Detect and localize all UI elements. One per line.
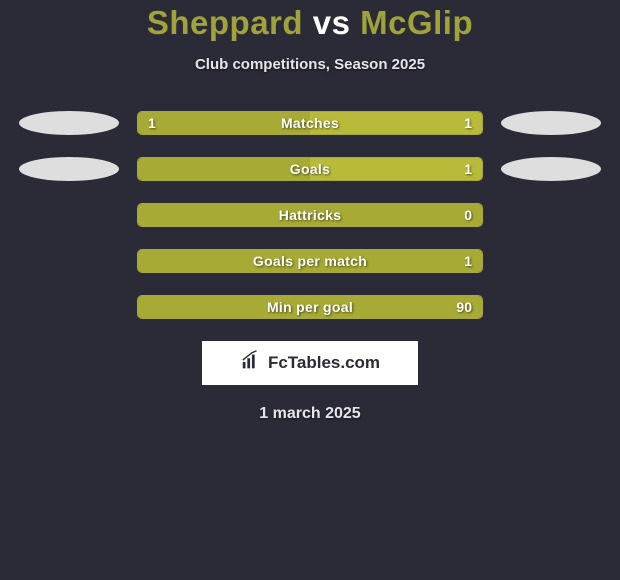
player-b-marker [501,157,601,181]
player-b-name: McGlip [360,4,473,41]
player-a-name: Sheppard [147,4,303,41]
stat-bar-goals_per_match: Goals per match1 [137,249,483,273]
stat-row-hattricks: Hattricks0 [0,203,620,227]
value-right: 1 [464,250,472,272]
stat-row-min_per_goal: Min per goal90 [0,295,620,319]
stat-row-goals: Goals1 [0,157,620,181]
comparison-card: Sheppard vs McGlip Club competitions, Se… [0,0,620,423]
player-a-marker [19,111,119,135]
stat-label: Goals [138,158,482,180]
brand-text: FcTables.com [268,353,380,373]
value-right: 1 [464,158,472,180]
stat-bar-min_per_goal: Min per goal90 [137,295,483,319]
vs-label: vs [313,4,351,41]
player-a-marker [19,157,119,181]
stat-label: Hattricks [138,204,482,226]
bar-chart-icon [240,350,262,377]
stat-bar-hattricks: Hattricks0 [137,203,483,227]
stat-label: Goals per match [138,250,482,272]
stat-label: Min per goal [138,296,482,318]
stat-row-matches: 1Matches1 [0,111,620,135]
stat-label: Matches [138,112,482,134]
stat-bar-goals: Goals1 [137,157,483,181]
value-right: 1 [464,112,472,134]
date-label: 1 march 2025 [259,405,360,423]
subtitle: Club competitions, Season 2025 [195,56,425,73]
stats-rows: 1Matches1Goals1Hattricks0Goals per match… [0,111,620,319]
stat-row-goals_per_match: Goals per match1 [0,249,620,273]
stat-bar-matches: 1Matches1 [137,111,483,135]
value-right: 90 [456,296,472,318]
page-title: Sheppard vs McGlip [147,4,473,42]
player-b-marker [501,111,601,135]
brand-badge[interactable]: FcTables.com [202,341,418,385]
value-right: 0 [464,204,472,226]
